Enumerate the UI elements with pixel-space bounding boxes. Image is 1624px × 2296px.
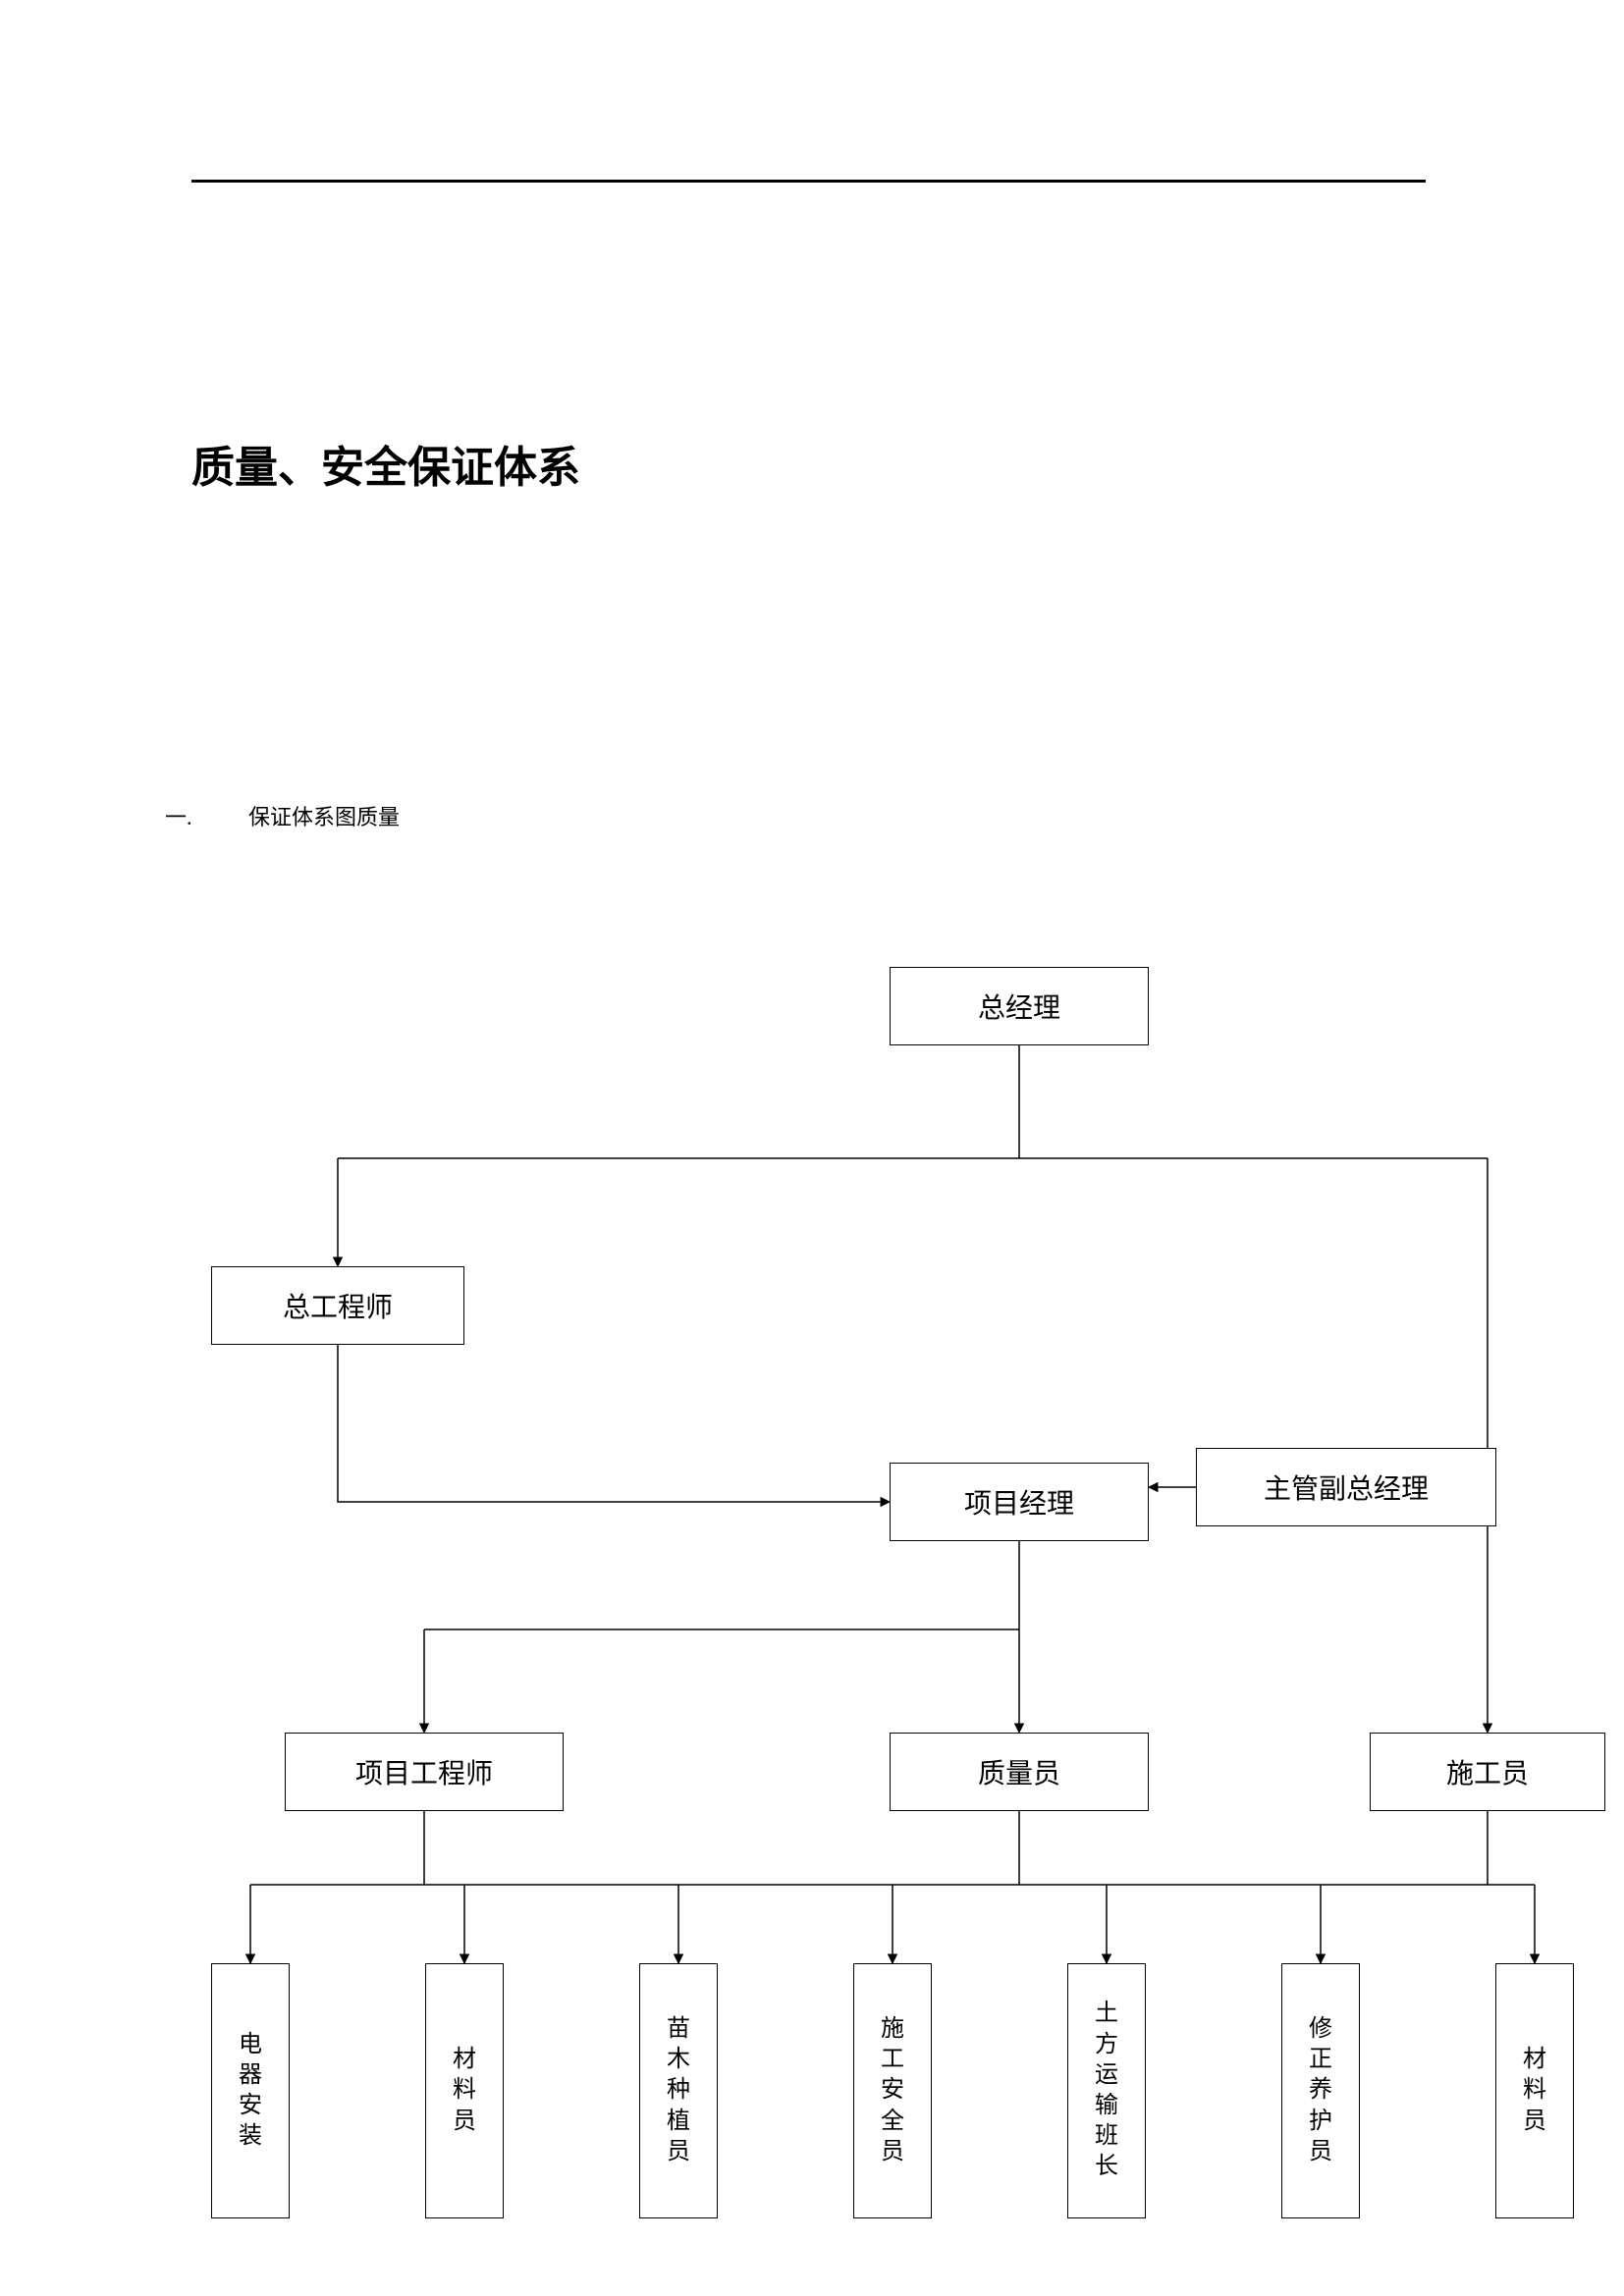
top-rule: [191, 180, 1426, 183]
page-title: 质量、安全保证体系: [191, 432, 580, 495]
node-chief_eng: 总工程师: [211, 1266, 464, 1345]
node-leaf7: 材料员: [1495, 1963, 1574, 2218]
node-leaf6: 修正养护员: [1281, 1963, 1360, 2218]
node-qc: 质量员: [890, 1733, 1149, 1811]
node-pm: 项目经理: [890, 1463, 1149, 1541]
node-gm: 总经理: [890, 967, 1149, 1045]
section-prefix: 一.: [165, 800, 192, 831]
node-proj_eng: 项目工程师: [285, 1733, 564, 1811]
node-leaf4: 施工安全员: [853, 1963, 932, 2218]
section-text: 保证体系图质量: [248, 800, 400, 831]
node-leaf2: 材料员: [425, 1963, 504, 2218]
flowchart-edges: [0, 0, 1624, 2296]
node-leaf3: 苗木种植员: [639, 1963, 718, 2218]
node-builder: 施工员: [1370, 1733, 1605, 1811]
page: 质量、安全保证体系 一. 保证体系图质量 总经理总工程师主管副总经理项目经理项目…: [0, 0, 1624, 2296]
node-leaf1: 电器安装: [211, 1963, 290, 2218]
node-dep_gm: 主管副总经理: [1196, 1448, 1496, 1526]
node-leaf5: 土方运输班长: [1067, 1963, 1146, 2218]
